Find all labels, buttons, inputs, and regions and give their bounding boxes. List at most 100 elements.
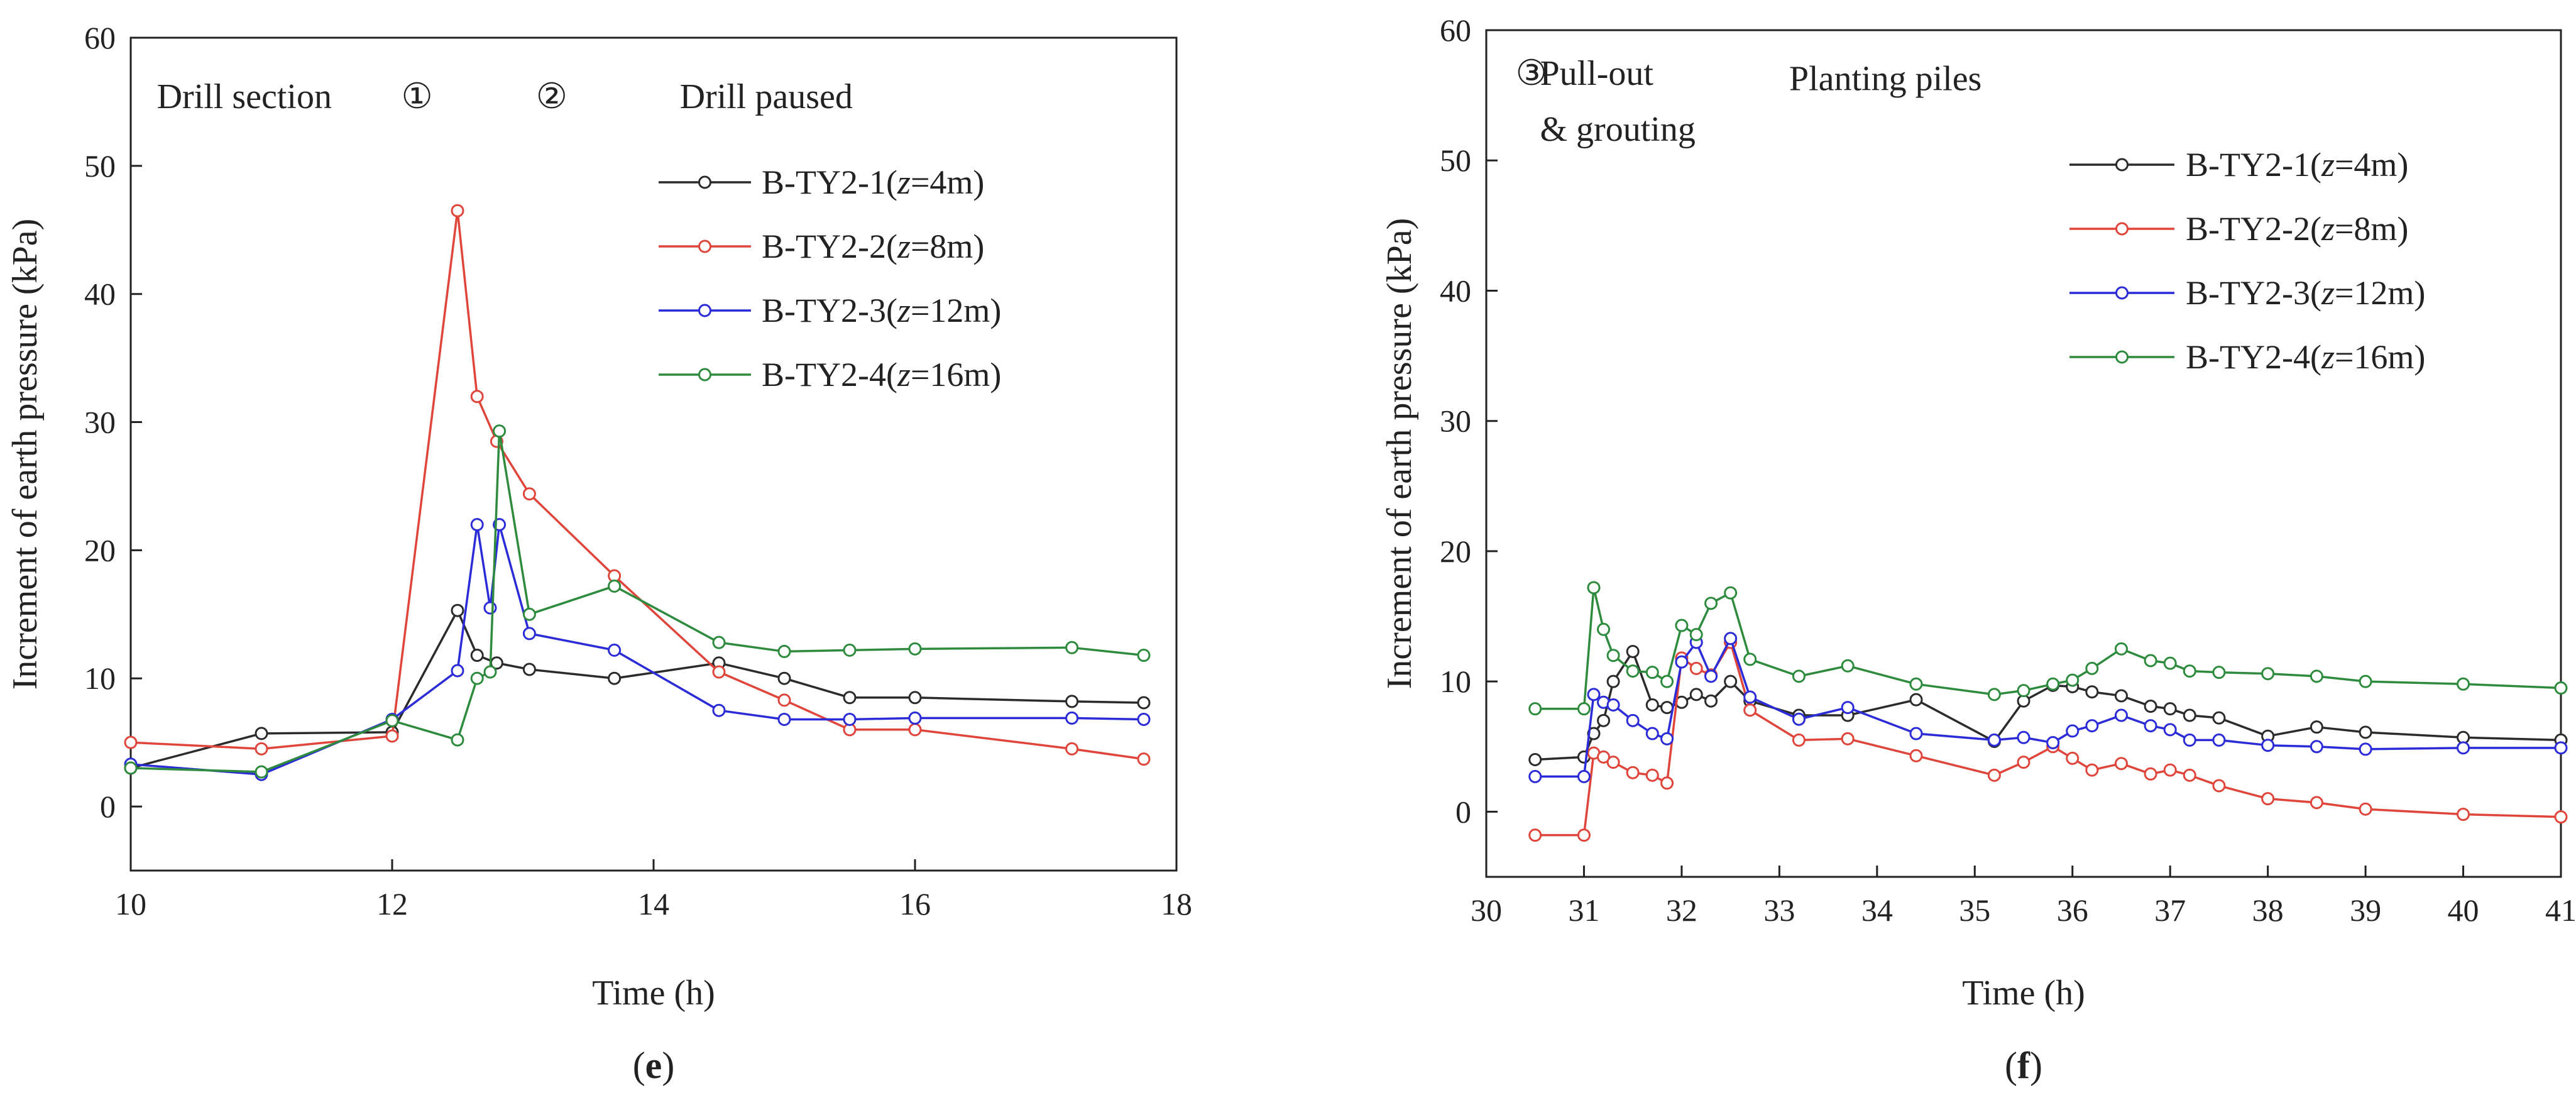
y-tick-label: 60 — [84, 20, 116, 55]
annotation-text: ③ — [1516, 54, 1547, 93]
x-tick-label: 18 — [1161, 886, 1192, 921]
data-point — [2554, 681, 2568, 695]
data-point — [2046, 677, 2060, 691]
data-point — [451, 664, 464, 678]
y-tick-label: 40 — [1440, 273, 1471, 308]
data-point — [451, 733, 464, 747]
legend-entry: B-TY2-2(z=8m) — [762, 228, 984, 265]
data-point — [1606, 698, 1620, 712]
data-point — [1987, 688, 2001, 701]
data-point — [2261, 739, 2275, 752]
chart-panel-f: 30 31 32 33 34 35 36 37 38 39 40 41 0 10 20 30 40 50 60 Tim… — [1380, 13, 2576, 1086]
data-point — [2183, 768, 2196, 782]
annotation-text: & grouting — [1540, 110, 1696, 149]
data-point — [1597, 622, 1611, 636]
data-point — [470, 518, 484, 532]
x-tick-label: 39 — [2350, 893, 2381, 928]
data-point — [451, 204, 464, 217]
data-point — [2085, 685, 2099, 699]
data-point — [1137, 712, 1151, 726]
data-point — [2017, 730, 2031, 744]
x-tick-label: 34 — [1861, 893, 1893, 928]
chart-panel-e: 10 12 14 16 18 0 10 20 30 40 50 60 Time (h) Increment… — [6, 20, 1192, 1086]
data-point — [1626, 766, 1640, 779]
panel-label: (e) — [633, 1045, 675, 1086]
x-tick-label: 14 — [638, 886, 669, 921]
data-point — [2457, 741, 2470, 755]
data-point — [2183, 708, 2196, 722]
x-tick-label: 38 — [2252, 893, 2284, 928]
data-point — [1645, 768, 1659, 782]
data-point — [2066, 724, 2080, 738]
data-point — [2066, 673, 2080, 687]
data-point — [1528, 702, 1542, 716]
data-point — [2183, 664, 2196, 678]
data-point — [1675, 655, 1689, 669]
data-point — [608, 671, 622, 685]
data-point — [470, 390, 484, 404]
data-point — [1724, 586, 1738, 600]
annotation-text: Planting piles — [1789, 59, 1981, 98]
data-point — [1597, 713, 1611, 727]
data-point — [1743, 703, 1757, 717]
data-point — [2261, 667, 2275, 681]
plot-frame — [1485, 29, 2562, 878]
data-point — [1689, 661, 1703, 675]
data-point — [385, 729, 399, 743]
data-point — [1792, 733, 1806, 747]
data-point — [1587, 688, 1601, 701]
data-point — [1645, 727, 1659, 740]
data-point — [1792, 669, 1806, 683]
legend-marker — [2115, 158, 2129, 172]
x-tick-label: 10 — [115, 886, 146, 921]
y-tick-label: 60 — [1440, 13, 1471, 48]
legend-entry: B-TY2-4(z=16m) — [762, 356, 1001, 393]
data-point — [908, 711, 922, 725]
legend-entry: B-TY2-3(z=12m) — [762, 292, 1001, 329]
data-point — [483, 601, 497, 615]
data-point — [2144, 767, 2157, 781]
x-tick-label: 32 — [1666, 893, 1697, 928]
x-tick-label: 36 — [2057, 893, 2088, 928]
legend-marker — [2115, 350, 2129, 364]
data-point — [451, 603, 464, 617]
y-tick-label: 10 — [84, 661, 116, 696]
data-point — [777, 712, 791, 726]
data-point — [908, 691, 922, 705]
data-point — [2163, 763, 2177, 777]
data-point — [2310, 796, 2323, 810]
data-point — [1528, 828, 1542, 842]
legend-marker — [698, 239, 711, 253]
legend: B-TY2-1(z=4m) B-TY2-2(z=8m) B-TY2-3(z=12m)… — [2069, 146, 2425, 376]
data-point — [2212, 666, 2226, 679]
data-point — [2554, 741, 2568, 755]
y-tick-label: 0 — [1455, 794, 1471, 829]
data-point — [1137, 696, 1151, 710]
series-line-2 — [130, 209, 1144, 761]
data-point — [1660, 776, 1674, 790]
y-tick-label: 30 — [84, 405, 116, 440]
data-point — [2144, 700, 2157, 713]
data-point — [712, 635, 726, 649]
data-point — [1065, 641, 1079, 654]
legend-marker — [698, 175, 711, 189]
data-point — [2359, 742, 2372, 756]
data-point — [608, 579, 622, 593]
data-point — [1065, 711, 1079, 725]
data-point — [2066, 751, 2080, 765]
data-point — [2310, 740, 2323, 754]
data-point — [522, 487, 536, 501]
data-point — [2085, 763, 2099, 777]
data-point — [777, 693, 791, 707]
data-point — [522, 627, 536, 641]
data-point — [1660, 732, 1674, 745]
data-point — [1577, 769, 1591, 783]
data-point — [470, 671, 484, 685]
data-point — [712, 665, 726, 679]
series-line-3 — [1535, 637, 2561, 778]
data-point — [1909, 749, 1923, 762]
data-point — [2310, 720, 2323, 734]
data-point — [1645, 698, 1659, 712]
data-point — [493, 424, 507, 438]
